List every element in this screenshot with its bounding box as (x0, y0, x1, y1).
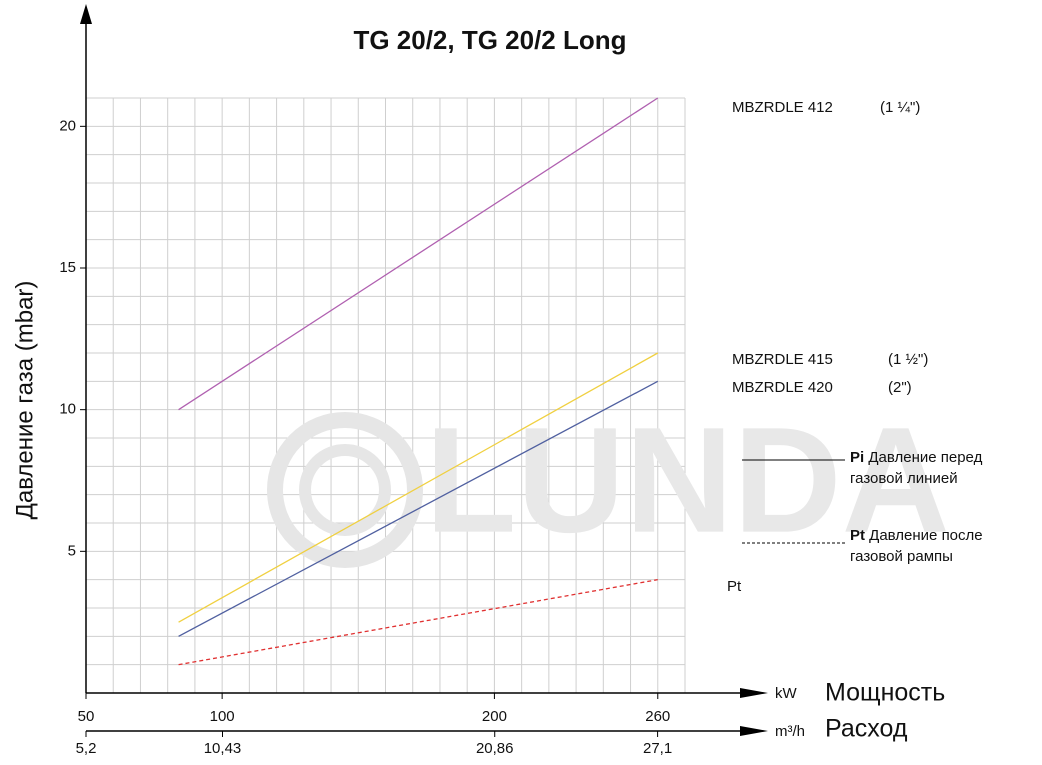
x-unit: kW (775, 685, 798, 702)
x2-tick-label: 20,86 (476, 740, 514, 757)
legend-symbol: Pi (850, 449, 864, 466)
y-tick-label: 5 (68, 542, 76, 559)
watermark: LUNDA (425, 396, 950, 564)
series-size: (2") (888, 379, 912, 396)
legend-line: Давление перед (868, 449, 982, 466)
x-tick-label: 50 (78, 708, 95, 725)
series-label: MBZRDLE 412 (732, 99, 833, 116)
y-tick-label: 15 (59, 259, 76, 276)
x-axis-label: Мощность (825, 679, 945, 707)
series-size: (1 ¼") (880, 99, 920, 116)
y-tick-label: 20 (59, 117, 76, 134)
chart-title: TG 20/2, TG 20/2 Long (353, 25, 626, 55)
series-size: (1 ½") (888, 351, 928, 368)
series-label: MBZRDLE 420 (732, 379, 833, 396)
x2-tick-label: 5,2 (76, 740, 97, 757)
x2-axis-label: Расход (825, 715, 908, 743)
y-tick-label: 10 (59, 401, 76, 418)
x2-unit: m³/h (775, 723, 805, 740)
legend-text: Pi Давление перед (850, 449, 983, 466)
legend-symbol: Pt (850, 527, 865, 544)
series-line (178, 352, 659, 623)
x2-tick-label: 27,1 (643, 740, 672, 757)
x-tick-label: 260 (645, 708, 670, 725)
y-arrow (80, 4, 92, 24)
series-line (178, 579, 658, 666)
x2-arrow (740, 726, 768, 736)
series-label: Pt (727, 578, 742, 595)
series-line (178, 380, 659, 637)
grid (86, 97, 686, 693)
x-tick-label: 200 (482, 708, 507, 725)
legend-line: Давление после (869, 527, 982, 544)
watermark-logo (267, 412, 423, 568)
series-line (178, 97, 659, 411)
x2-tick-label: 10,43 (204, 740, 242, 757)
x-tick-label: 100 (210, 708, 235, 725)
x-arrow (740, 688, 768, 698)
y-axis-label: Давление газа (mbar) (11, 281, 38, 520)
legend-text: газовой линией (850, 470, 958, 487)
legend-text: Pt Давление после (850, 527, 983, 544)
series-label: MBZRDLE 415 (732, 351, 833, 368)
legend-text: газовой рампы (850, 548, 953, 565)
watermark-logo (299, 444, 391, 536)
